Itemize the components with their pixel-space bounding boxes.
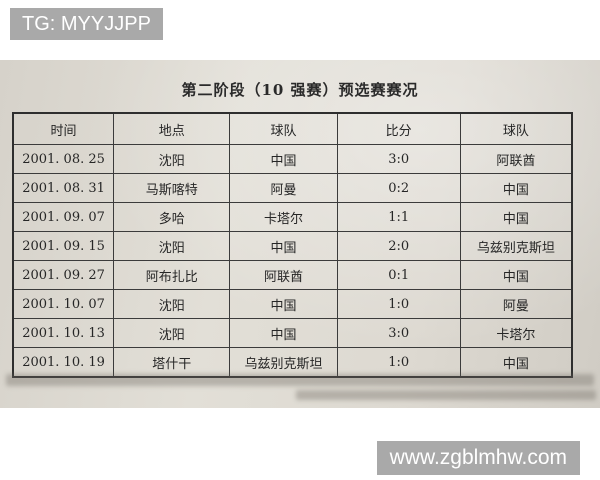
table-cell: 2001. 10. 07 xyxy=(12,289,115,319)
table-cell: 2001. 10. 19 xyxy=(12,347,115,378)
table-cell: 2:0 xyxy=(336,231,461,261)
table-row: 2001. 09. 07 多哈 卡塔尔 1:1 中国 xyxy=(12,202,573,232)
table-cell: 2001. 09. 07 xyxy=(12,202,115,232)
table-cell: 中国 xyxy=(229,231,338,261)
table-cell: 沈阳 xyxy=(113,144,231,174)
column-header: 球队 xyxy=(229,112,338,145)
table-row: 2001. 10. 13 沈阳 中国 3:0 卡塔尔 xyxy=(12,318,573,348)
blurred-paragraph-line xyxy=(296,390,596,400)
table-row: 2001. 10. 19 塔什干 乌兹别克斯坦 1:0 中国 xyxy=(12,347,573,378)
column-header: 时间 xyxy=(12,112,115,145)
table-cell: 中国 xyxy=(229,144,338,174)
table-cell: 阿曼 xyxy=(459,289,573,319)
table-row: 2001. 09. 27 阿布扎比 阿联酋 0:1 中国 xyxy=(12,260,573,290)
table-row: 2001. 08. 25 沈阳 中国 3:0 阿联酋 xyxy=(12,144,573,174)
table-row: 2001. 09. 15 沈阳 中国 2:0 乌兹别克斯坦 xyxy=(12,231,573,261)
table-row: 2001. 10. 07 沈阳 中国 1:0 阿曼 xyxy=(12,289,573,319)
watermark-bottom-badge: www.zgblmhw.com xyxy=(376,441,580,475)
table-cell: 阿布扎比 xyxy=(113,260,231,290)
table-row: 2001. 08. 31 马斯喀特 阿曼 0:2 中国 xyxy=(12,173,573,203)
table-cell: 2001. 10. 13 xyxy=(12,318,115,348)
table-cell: 2001. 08. 31 xyxy=(12,173,115,203)
table-cell: 乌兹别克斯坦 xyxy=(229,347,338,378)
column-header: 比分 xyxy=(336,112,461,145)
table-cell: 沈阳 xyxy=(113,289,231,319)
watermark-top-badge: TG: MYYJJPP xyxy=(10,8,163,40)
table-cell: 阿联酋 xyxy=(459,144,573,174)
table-cell: 0:1 xyxy=(336,260,461,290)
column-header: 球队 xyxy=(459,112,573,145)
table-cell: 中国 xyxy=(229,289,338,319)
watermark-bottom-text: www.zgblmhw.com xyxy=(389,446,567,469)
table-cell: 沈阳 xyxy=(113,318,231,348)
table-cell: 马斯喀特 xyxy=(113,173,231,203)
table-cell: 阿曼 xyxy=(229,173,338,203)
table-cell: 中国 xyxy=(459,202,573,232)
table-cell: 中国 xyxy=(459,347,573,378)
watermark-top-text: TG: MYYJJPP xyxy=(22,12,151,35)
table-cell: 卡塔尔 xyxy=(459,318,573,348)
table-cell: 中国 xyxy=(459,260,573,290)
table-cell: 2001. 09. 27 xyxy=(12,260,115,290)
results-table: 时间 地点 球队 比分 球队 2001. 08. 25 沈阳 中国 3:0 阿联酋 2001. 0… xyxy=(12,112,573,378)
table-header-row: 时间 地点 球队 比分 球队 xyxy=(12,112,573,145)
table-cell: 中国 xyxy=(229,318,338,348)
table-cell: 2001. 09. 15 xyxy=(12,231,115,261)
page-title: 第二阶段（10 强赛）预选赛赛况 xyxy=(181,81,419,99)
table-cell: 多哈 xyxy=(113,202,231,232)
table-cell: 3:0 xyxy=(336,318,461,348)
table-cell: 沈阳 xyxy=(113,231,231,261)
column-header: 地点 xyxy=(113,112,231,145)
table-cell: 2001. 08. 25 xyxy=(12,144,115,174)
table-cell: 阿联酋 xyxy=(229,260,338,290)
table-cell: 塔什干 xyxy=(113,347,231,378)
table-cell: 中国 xyxy=(459,173,573,203)
table-cell: 1:0 xyxy=(336,289,461,319)
table-cell: 1:0 xyxy=(336,347,461,378)
table-cell: 卡塔尔 xyxy=(229,202,338,232)
book-page-photo: 第二阶段（10 强赛）预选赛赛况 时间 地点 球队 比分 球队 2001. 08. 25… xyxy=(0,60,600,408)
blurred-paragraph-line xyxy=(6,374,594,386)
table-cell: 3:0 xyxy=(336,144,461,174)
table-cell: 1:1 xyxy=(336,202,461,232)
table-cell: 乌兹别克斯坦 xyxy=(459,231,573,261)
table-body: 2001. 08. 25 沈阳 中国 3:0 阿联酋 2001. 08. 31 马斯喀特 阿曼… xyxy=(12,144,573,378)
table-cell: 0:2 xyxy=(336,173,461,203)
